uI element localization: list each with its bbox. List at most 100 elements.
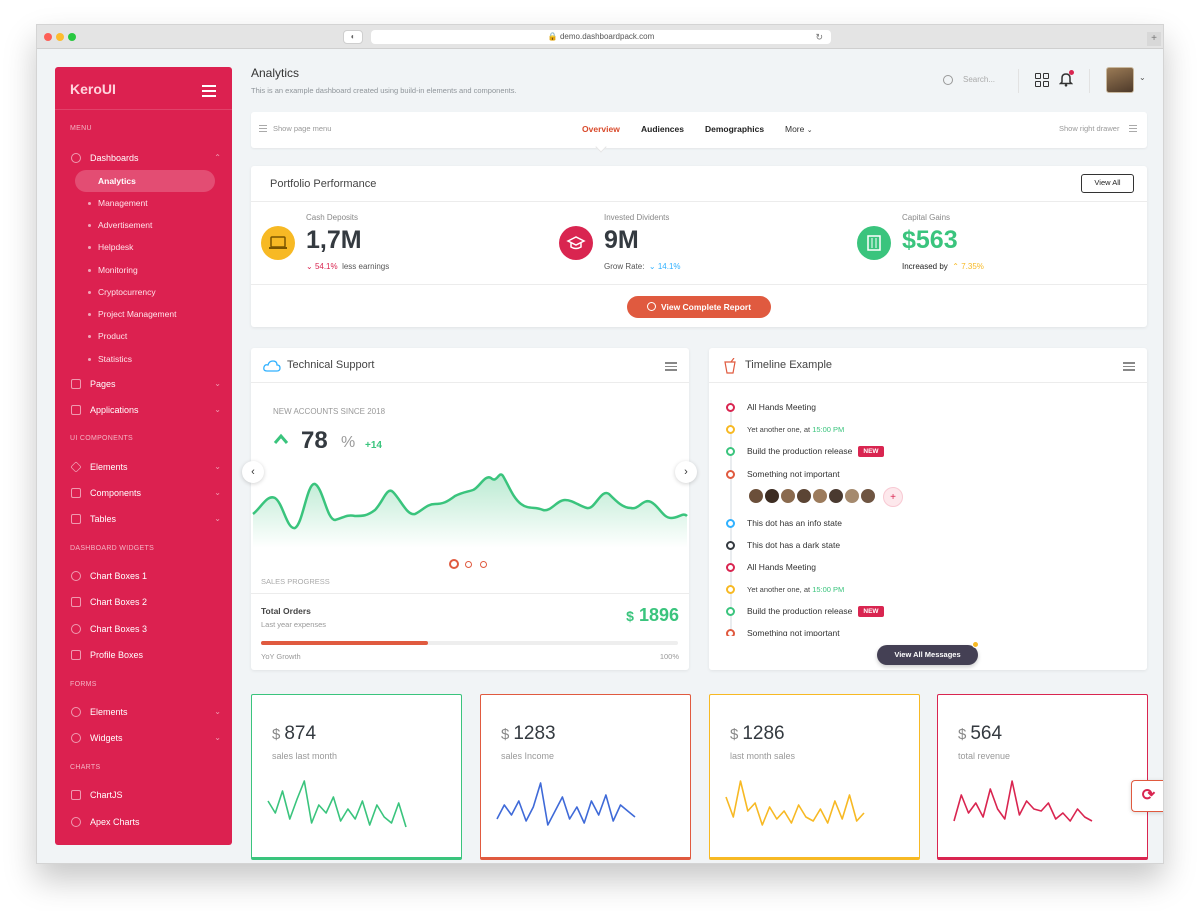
carousel-dot[interactable] (465, 561, 472, 568)
avatar[interactable] (859, 487, 877, 505)
reload-icon[interactable]: ↻ (815, 32, 823, 42)
sub-analytics[interactable]: Analytics (75, 170, 215, 192)
nav-chart-boxes-2[interactable]: Chart Boxes 2 (71, 593, 221, 611)
hamburger-icon[interactable] (202, 85, 216, 100)
view-complete-report-button[interactable]: View Complete Report (627, 296, 771, 318)
bell-icon[interactable] (1059, 72, 1073, 87)
cash-foot: ⌄ 54.1% less earnings (306, 262, 389, 271)
nav-form-elements[interactable]: Elements ⌄ (71, 703, 221, 721)
carousel-dot[interactable] (480, 561, 487, 568)
tab-audiences[interactable]: Audiences (641, 124, 684, 134)
menu-lines-icon[interactable] (665, 362, 677, 373)
nav-label: ChartJS (90, 790, 123, 800)
sub-label: Advertisement (98, 220, 153, 230)
bullet (88, 358, 91, 361)
nav-label: Chart Boxes 3 (90, 624, 148, 634)
header-divider (1089, 69, 1090, 93)
drawer-icon[interactable] (1129, 125, 1137, 134)
building-icon (867, 235, 881, 251)
stat-value: $564 (958, 723, 1002, 745)
nav-profile-boxes[interactable]: Profile Boxes (71, 646, 221, 664)
menu-lines-icon[interactable] (1123, 362, 1135, 373)
nav-pages[interactable]: Pages ⌄ (71, 375, 221, 393)
sub-product[interactable]: Product (85, 327, 225, 345)
stat-label: sales Income (501, 751, 555, 761)
sub-advertisement[interactable]: Advertisement (85, 216, 225, 234)
new-badge: NEW (858, 606, 884, 617)
nav-applications[interactable]: Applications ⌄ (71, 401, 221, 419)
capital-foot: Increased by ⌃ 7.35% (902, 262, 984, 271)
timeline-text: Yet another one, at 15:00 PM (747, 585, 844, 594)
nav-widgets[interactable]: Widgets ⌄ (71, 729, 221, 747)
nav-chart-boxes-1[interactable]: Chart Boxes 1 (71, 567, 221, 585)
nav-label: Elements (90, 707, 128, 717)
maximize-dot[interactable] (68, 33, 76, 41)
close-dot[interactable] (44, 33, 52, 41)
menu-icon[interactable] (259, 125, 267, 134)
bullet (88, 224, 91, 227)
privacy-icon[interactable]: ◐ (343, 30, 363, 44)
timeline-item: Yet another one, at 15:00 PM (721, 582, 1051, 598)
sub-statistics[interactable]: Statistics (85, 350, 225, 368)
nav-tables[interactable]: Tables ⌄ (71, 510, 221, 528)
nav-components[interactable]: Components ⌄ (71, 484, 221, 502)
show-page-menu[interactable]: Show page menu (273, 124, 332, 133)
active-tab-indicator (595, 141, 607, 153)
sub-project-management[interactable]: Project Management (85, 305, 225, 323)
carousel-dot-active[interactable] (449, 559, 459, 569)
chevron-down-icon[interactable]: ⌄ (1139, 73, 1146, 82)
timeline-item: All Hands Meeting (721, 560, 1051, 576)
refresh-icon[interactable]: ⟳ (1131, 780, 1163, 812)
tab-demographics[interactable]: Demographics (705, 124, 765, 134)
timeline-label: Build the production release (747, 606, 853, 616)
view-all-messages-button[interactable]: View All Messages (877, 645, 978, 665)
show-right-drawer[interactable]: Show right drawer (1059, 124, 1120, 133)
support-delta: +14 (365, 440, 382, 451)
sub-helpdesk[interactable]: Helpdesk (85, 238, 225, 256)
sub-cryptocurrency[interactable]: Cryptocurrency (85, 283, 225, 301)
timeline-text: Yet another one, at 15:00 PM (747, 425, 844, 434)
nav-chartjs[interactable]: ChartJS (71, 786, 221, 804)
invested-icon-circle (559, 226, 593, 260)
nav-dashboards[interactable]: Dashboards ⌃ (71, 149, 221, 167)
portfolio-title: Portfolio Performance (270, 178, 377, 190)
table-icon (71, 514, 81, 524)
timeline-text: All Hands Meeting (747, 402, 816, 412)
nav-apex-charts[interactable]: Apex Charts (71, 813, 221, 831)
tab-more-label: More (785, 124, 805, 134)
new-tab-icon[interactable]: + (1147, 32, 1161, 46)
timeline-text: All Hands Meeting (747, 562, 816, 572)
sub-label: Monitoring (98, 265, 138, 275)
minimize-dot[interactable] (56, 33, 64, 41)
carousel-next-button[interactable]: › (675, 461, 697, 483)
avatar[interactable] (1106, 67, 1134, 93)
sub-management[interactable]: Management (85, 194, 225, 212)
down-arrow-icon: ⌄ (306, 262, 313, 271)
lightbulb-icon (71, 707, 81, 717)
nav-elements[interactable]: Elements ⌄ (70, 458, 221, 476)
sparkline (496, 782, 636, 826)
stat-value: $1286 (730, 723, 785, 745)
address-bar[interactable]: 🔒 demo.dashboardpack.com ↻ (371, 30, 831, 44)
search-input[interactable]: Search... (963, 75, 996, 84)
view-all-button[interactable]: View All (1081, 174, 1134, 193)
timeline-item: All Hands Meeting (721, 400, 1051, 416)
carousel-prev-button[interactable]: ‹ (242, 461, 264, 483)
tab-more[interactable]: More ⌄ (785, 124, 813, 134)
section-charts: CHARTS (70, 764, 101, 771)
section-ui-components: UI COMPONENTS (70, 435, 134, 442)
nav-chart-boxes-3[interactable]: Chart Boxes 3 (71, 620, 221, 638)
chevron-down-icon: ⌄ (806, 127, 813, 134)
stat-card: $564 total revenue (937, 694, 1148, 860)
search-icon[interactable] (943, 75, 953, 85)
timeline-dot (726, 425, 735, 434)
tab-overview[interactable]: Overview (582, 124, 620, 134)
nav-label: Components (90, 488, 142, 498)
grid-icon[interactable] (1035, 73, 1049, 87)
sub-monitoring[interactable]: Monitoring (85, 261, 225, 279)
add-member-icon[interactable]: + (883, 487, 903, 507)
timeline-label: This dot has an info state (747, 518, 842, 528)
card-divider (251, 284, 1147, 285)
capital-label: Capital Gains (902, 213, 951, 222)
yoy-progress-track (261, 641, 678, 645)
